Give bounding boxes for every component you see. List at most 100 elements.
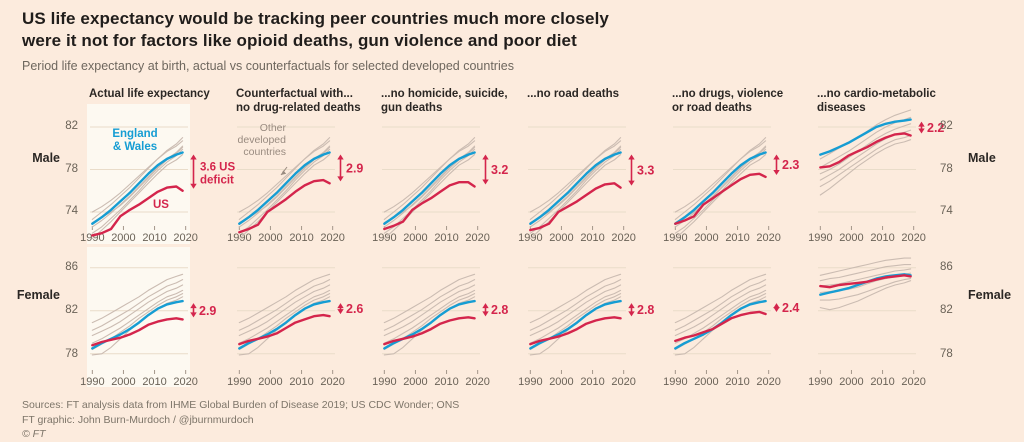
column-header-2: Counterfactual with... no drug-related de… xyxy=(236,88,378,115)
x-axis-tick-label: 2010 xyxy=(434,376,458,388)
other-country-line xyxy=(674,284,767,337)
other-country-line xyxy=(383,154,476,240)
other-country-line xyxy=(91,296,184,356)
other-country-line xyxy=(91,137,184,220)
x-axis-tick-label: 2020 xyxy=(901,376,925,388)
x-axis-tick-label: 2010 xyxy=(434,232,458,244)
deficit-label: 2.6 xyxy=(346,302,363,316)
x-axis-tick-label: 1990 xyxy=(808,232,832,244)
column-header-line: ...no homicide, suicide, xyxy=(381,88,508,100)
other-country-line xyxy=(819,280,912,311)
other-country-line xyxy=(91,289,184,344)
deficit-label: 2.8 xyxy=(491,303,508,317)
us-line xyxy=(674,172,767,225)
x-axis-tick-label: 2020 xyxy=(756,376,780,388)
x-axis-tick-label: 2020 xyxy=(611,232,635,244)
us-line xyxy=(529,182,622,232)
other-country-line xyxy=(238,279,331,331)
england-wales-line xyxy=(383,151,476,225)
deficit-arrow xyxy=(190,303,197,318)
x-axis-tick-label: 2020 xyxy=(611,376,635,388)
us-line xyxy=(383,180,476,231)
us-line xyxy=(819,132,912,169)
deficit-arrow xyxy=(628,154,635,186)
other-country-line xyxy=(819,278,912,301)
x-axis-tick-label: 2010 xyxy=(142,376,166,388)
other-country-line xyxy=(819,257,912,276)
panel-female-3: 1990 2000 2010 2020 2.8 xyxy=(372,267,508,388)
arrowhead-down-icon xyxy=(337,309,344,315)
england-wales-line xyxy=(819,118,912,156)
deficit-arrow xyxy=(482,154,489,185)
y-axis-tick-label: 78 xyxy=(65,348,78,360)
x-axis-tick-label: 2010 xyxy=(870,376,894,388)
arrowhead-down-icon xyxy=(337,176,344,182)
panel-male-6: 1990 2000 2010 2020 2.2 xyxy=(808,109,944,244)
x-axis-tick-label: 2010 xyxy=(580,376,604,388)
panel-female-1: 1990 2000 2010 2020 2.9 xyxy=(80,267,216,388)
y-axis-tick-label: 82 xyxy=(65,120,78,132)
england-wales-line xyxy=(529,151,622,225)
other-country-line xyxy=(674,140,767,213)
y-axis-tick-label: 74 xyxy=(940,205,953,217)
other-countries-label: developed xyxy=(238,134,287,146)
x-axis-tick-label: 2000 xyxy=(403,232,427,244)
other-country-line xyxy=(674,279,767,331)
x-axis-tick-label: 2000 xyxy=(403,376,427,388)
x-axis-tick-label: 2010 xyxy=(725,232,749,244)
y-axis-tick-label: 82 xyxy=(65,304,78,316)
other-country-line xyxy=(383,284,476,337)
england-wales-label: & Wales xyxy=(113,141,157,153)
y-axis-tick-label: 86 xyxy=(940,261,953,273)
other-country-line xyxy=(529,140,622,213)
chart-title: US life expectancy would be tracking pee… xyxy=(22,8,642,53)
y-axis-tick-label: 78 xyxy=(65,163,78,175)
arrowhead-up-icon xyxy=(628,303,635,309)
x-axis-tick-label: 2000 xyxy=(839,232,863,244)
other-country-line xyxy=(529,289,622,344)
arrowhead-up-icon xyxy=(190,154,197,160)
other-country-line xyxy=(529,137,622,220)
chart-footer: Sources: FT analysis data from IHME Glob… xyxy=(22,398,459,442)
y-axis-tick-label: 78 xyxy=(940,348,953,360)
x-axis-tick-label: 2000 xyxy=(549,232,573,244)
other-country-line xyxy=(91,140,184,213)
x-axis-tick-label: 1990 xyxy=(518,376,542,388)
x-axis-tick-label: 2020 xyxy=(756,232,780,244)
other-country-line xyxy=(674,273,767,324)
other-country-line xyxy=(819,264,912,282)
pointer-arrowhead-icon xyxy=(281,170,287,175)
other-country-line xyxy=(529,148,622,234)
sources-note: Sources: FT analysis data from IHME Glob… xyxy=(22,399,460,411)
us-line xyxy=(674,310,767,343)
other-country-line xyxy=(674,148,767,234)
row-label-female-right: Female xyxy=(968,288,1012,302)
column-header-line: ...no drugs, violence xyxy=(672,88,784,100)
other-country-line xyxy=(383,273,476,324)
deficit-label: 2.9 xyxy=(346,161,363,175)
other-country-line xyxy=(238,296,331,356)
y-axis-tick-label: 78 xyxy=(940,163,953,175)
other-country-line xyxy=(529,284,622,337)
x-axis-tick-label: 2000 xyxy=(694,232,718,244)
other-country-line xyxy=(238,289,331,344)
deficit-arrow xyxy=(482,303,489,317)
arrowhead-up-icon xyxy=(628,154,635,160)
other-country-line xyxy=(238,148,331,234)
arrowhead-up-icon xyxy=(482,154,489,160)
x-axis-tick-label: 2000 xyxy=(258,376,282,388)
row-label-male-left: Male xyxy=(32,151,60,165)
deficit-label: 3.3 xyxy=(637,164,654,178)
column-header-line: ...no cardio-metabolic xyxy=(817,88,936,100)
x-axis-tick-label: 2020 xyxy=(173,376,197,388)
england-wales-line xyxy=(383,299,476,350)
x-axis-tick-label: 2010 xyxy=(725,376,749,388)
credit-note: FT graphic: John Burn-Murdoch / @jburnmu… xyxy=(22,413,254,426)
other-country-line xyxy=(383,279,476,331)
arrowhead-up-icon xyxy=(773,154,780,160)
other-country-line xyxy=(383,289,476,344)
y-axis-tick-label: 82 xyxy=(940,304,953,316)
x-axis-tick-label: 1990 xyxy=(808,376,832,388)
